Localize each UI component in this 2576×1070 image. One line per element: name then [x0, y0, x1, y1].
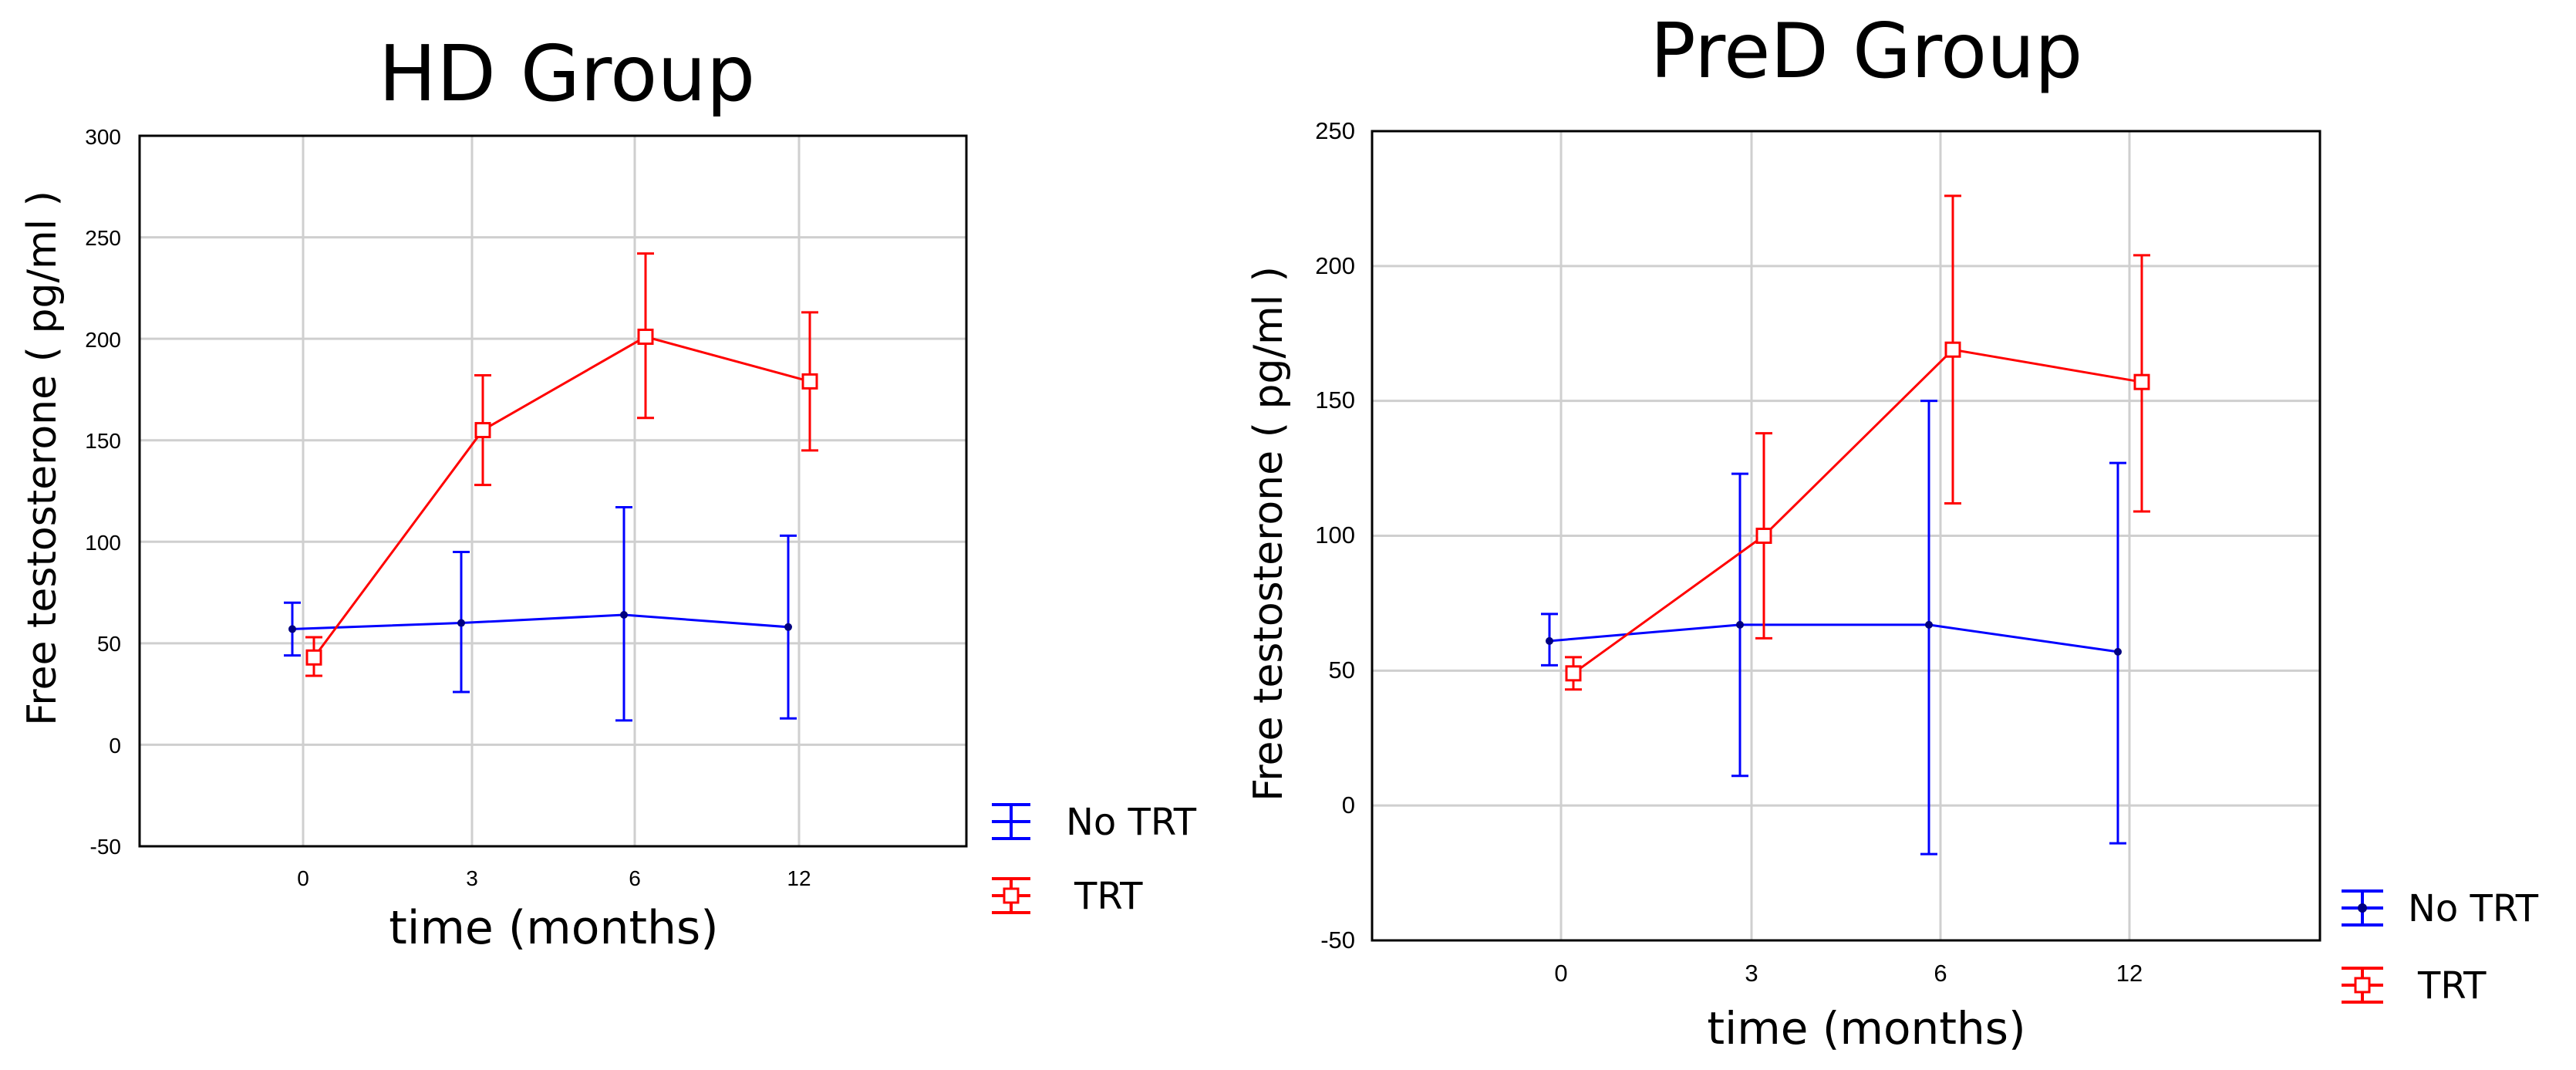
x-tick-label: 3 [466, 866, 478, 890]
y-tick-label: 0 [109, 734, 121, 758]
legend-swatch-trt [2342, 967, 2383, 1004]
legend-label-trt: TRT [1074, 875, 1143, 918]
y-tick-label: 250 [1315, 117, 1355, 144]
plot-frame [138, 134, 968, 848]
data-point-no-trt [1925, 620, 1933, 629]
chart-pred-group: PreD Group Free testosterone ( pg/ml ) t… [1246, 8, 2539, 1055]
data-point-trt [801, 373, 818, 390]
x-axis: 0 3 6 12 [1554, 960, 2143, 987]
y-tick-label: -50 [1320, 927, 1355, 954]
data-point-trt [637, 329, 654, 346]
x-tick-label: 3 [1745, 960, 1758, 987]
series-line-trt [312, 335, 811, 659]
data-point-no-trt [288, 625, 296, 633]
y-tick-label: 250 [85, 226, 121, 250]
series [1541, 194, 2150, 856]
x-tick-label: 0 [1554, 960, 1567, 987]
y-tick-label: 50 [97, 632, 121, 656]
y-axis-title: Free testosterone ( pg/ml ) [19, 191, 66, 726]
legend-swatch-trt [992, 877, 1030, 914]
data-point-no-trt [620, 611, 628, 619]
legend: No TRT TRT [992, 801, 1197, 918]
plot-frame [1371, 130, 2321, 942]
chart-hd-group: HD Group Free testosterone ( pg/ml ) tim… [19, 29, 1197, 955]
data-point-no-trt [457, 619, 465, 627]
legend-label-no-trt: No TRT [2408, 887, 2539, 930]
x-tick-label: 6 [1934, 960, 1947, 987]
series-line-no-trt [1549, 623, 2119, 653]
legend-item-no-trt: No TRT [2342, 887, 2539, 930]
y-tick-label: 100 [85, 531, 121, 555]
y-tick-label: 150 [85, 429, 121, 453]
data-point-trt [474, 422, 491, 439]
series [284, 252, 818, 722]
data-point-trt [2133, 373, 2150, 390]
legend: No TRT TRT [2342, 887, 2539, 1008]
series-line-no-trt [292, 613, 789, 630]
data-point-trt [1565, 665, 1582, 682]
x-axis-title: time (months) [1707, 1002, 2025, 1055]
y-tick-label: 200 [85, 328, 121, 352]
data-point-trt [1755, 528, 1772, 544]
legend-label-trt: TRT [2417, 964, 2487, 1008]
data-point-no-trt [1546, 636, 1553, 645]
x-tick-label: 6 [629, 866, 641, 890]
y-axis-title: Free testosterone ( pg/ml ) [1246, 266, 1292, 802]
x-axis-title: time (months) [389, 901, 718, 955]
grid [1372, 130, 2320, 942]
x-tick-label: 12 [2116, 960, 2143, 987]
chart-title: HD Group [379, 29, 755, 119]
legend-item-no-trt: No TRT [992, 801, 1197, 844]
series-line-trt [1573, 348, 2143, 675]
y-tick-label: 300 [85, 125, 121, 149]
data-point-no-trt [2114, 647, 2122, 656]
data-point-trt [305, 649, 322, 666]
y-tick-label: 200 [1315, 252, 1355, 279]
legend-swatch-no-trt [992, 803, 1030, 840]
data-point-no-trt [1736, 620, 1744, 629]
data-point-no-trt [784, 623, 792, 631]
y-axis: 300 250 200 150 100 50 0 -50 [85, 125, 121, 859]
y-axis: 250 200 150 100 50 0 -50 [1315, 117, 1355, 954]
legend-item-trt: TRT [992, 875, 1143, 918]
y-tick-label: 100 [1315, 521, 1355, 549]
grid [140, 134, 966, 848]
chart-title: PreD Group [1650, 8, 2083, 96]
y-tick-label: 50 [1329, 657, 1355, 684]
legend-label-no-trt: No TRT [1066, 801, 1197, 844]
y-tick-label: 150 [1315, 386, 1355, 413]
legend-item-trt: TRT [2342, 964, 2487, 1008]
x-tick-label: 12 [787, 866, 811, 890]
y-tick-label: 0 [1342, 792, 1355, 819]
x-axis: 0 3 6 12 [297, 866, 811, 890]
legend-swatch-no-trt [2342, 889, 2383, 927]
data-point-trt [1944, 341, 1961, 358]
y-tick-label: -50 [90, 835, 121, 859]
x-tick-label: 0 [297, 866, 309, 890]
